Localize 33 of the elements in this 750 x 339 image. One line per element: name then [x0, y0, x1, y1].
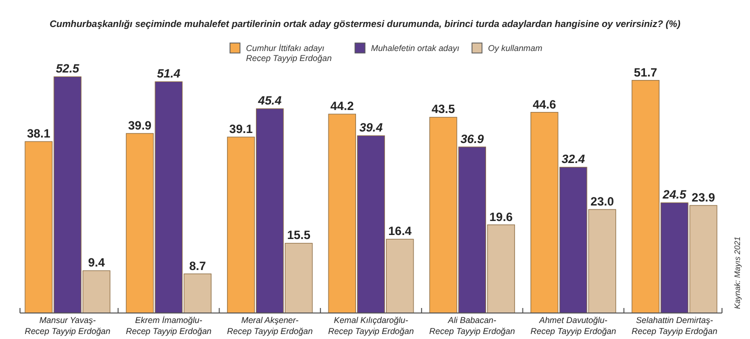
data-label: 52.5 [56, 62, 80, 76]
data-label: 15.5 [287, 228, 311, 242]
data-label: 24.5 [662, 188, 686, 202]
text: Kaynak: Mayıs 2021 [733, 236, 742, 309]
data-label: 39.1 [229, 122, 253, 136]
data-label: 19.6 [489, 210, 514, 224]
data-label: 44.2 [330, 99, 354, 114]
x-tick-label: Ahmet Davutoğlu- Recep Tayyip Erdoğan [530, 315, 616, 336]
legend-label: Cumhur İttifakı adayı Recep Tayyip Erdoğan [246, 43, 332, 63]
data-label: 39.9 [128, 118, 152, 132]
data-label: 9.4 [88, 256, 106, 270]
data-label: 32.4 [562, 152, 586, 166]
data-label: 8.7 [189, 258, 206, 273]
data-label: 23.9 [692, 190, 716, 204]
data-label: 38.1 [26, 126, 51, 141]
data-label: 44.6 [532, 97, 556, 112]
legend-label: Muhalefetin ortak adayı [371, 43, 460, 53]
x-tick-label: Ekrem İmamoğlu- Recep Tayyip Erdoğan [126, 315, 212, 336]
data-label: 45.4 [257, 94, 282, 108]
x-tick-label: Mansur Yavaş- Recep Tayyip Erdoğan [24, 315, 111, 336]
data-label: 23.0 [590, 194, 614, 208]
legend-label: Oy kullanmam [488, 43, 542, 53]
x-tick-label: Ali Babacan- Recep Tayyip Erdoğan [429, 315, 516, 336]
x-tick-label: Kemal Kılıçdaroğlu- Recep Tayyip Erdoğan [328, 315, 414, 336]
x-tick-label: Meral Akşener- Recep Tayyip Erdoğan [227, 315, 313, 336]
data-label: 51.7 [634, 65, 658, 80]
data-label: 43.5 [432, 102, 456, 116]
x-tick-label: Selahattin Demirtaş- Recep Tayyip Erdoğan [632, 315, 718, 336]
data-label: 16.4 [388, 224, 412, 238]
data-label: 51.4 [157, 66, 181, 81]
chart-title: Cumhurbaşkanlığı seçiminde muhalefet partilerinin ortak aday göstermesi durumunda, birinci turda adaylardan hangisine oy verirsiniz? (%) [50, 19, 680, 30]
data-label: 39.4 [359, 120, 383, 135]
data-label: 36.9 [460, 132, 484, 146]
